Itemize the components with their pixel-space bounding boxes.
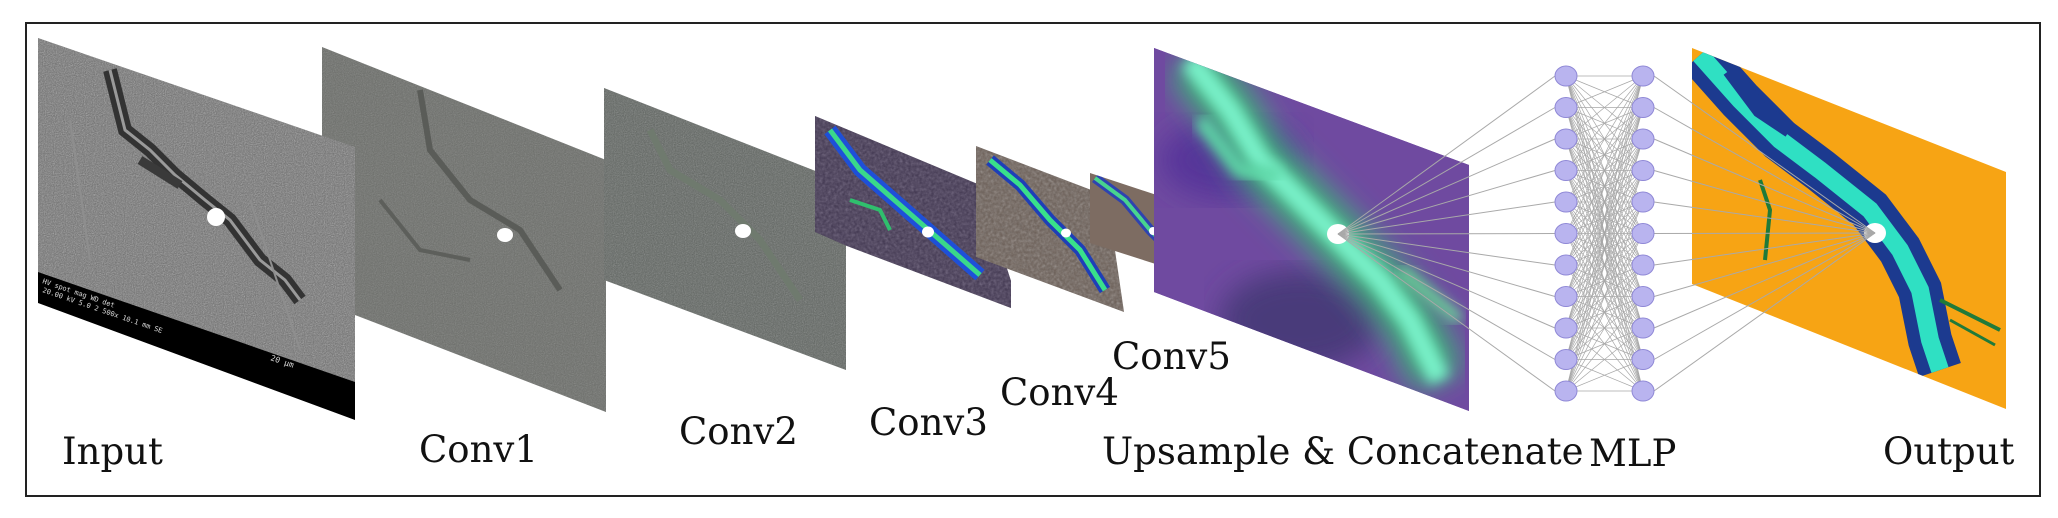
mlp-edge [1565,201,1644,392]
upsample-connection-line [1337,201,1556,235]
label-conv3: Conv3 [869,401,988,444]
output-connection-line [1653,232,1876,392]
output-connection-line [1653,201,1876,234]
label-conv5: Conv5 [1112,335,1231,378]
mlp-node-layer1 [1554,349,1578,370]
output-connection-line [1653,232,1876,266]
conv2-feature-map [604,88,846,370]
label-input: Input [62,430,163,473]
output-connection-line [1653,107,1876,234]
upsample-connection-line [1337,233,1556,266]
mlp-node-layer1 [1554,160,1578,181]
label-upsample: Upsample & Concatenate [1102,430,1584,473]
mlp-edge [1565,359,1644,392]
mlp-edge [1565,75,1644,234]
mlp-edges [1565,75,1644,392]
upsample-connection-line [1337,170,1556,235]
input-query-point [207,208,225,226]
mlp-node-layer1 [1554,223,1578,244]
input-image: HV spot mag WD det 20.00 kV 5.0 2 500x 1… [38,38,355,420]
upsample-connection-line [1337,138,1556,235]
upsample-connection-line [1337,233,1556,392]
label-conv4: Conv4 [1000,371,1119,414]
mlp-edge [1565,138,1644,392]
mlp-node-layer2 [1631,254,1655,276]
output-connection-line [1653,232,1876,297]
mlp-node-layer1 [1554,65,1578,87]
mlp-node-layer2 [1631,286,1655,307]
mlp-node-layer2 [1631,191,1655,213]
mlp-edge [1565,264,1644,392]
mlp-edge [1565,327,1644,392]
mlp-node-layer1 [1554,128,1578,150]
output-connection-line [1653,170,1876,234]
mlp-edge [1565,296,1644,392]
mlp-node-layer2 [1631,380,1655,402]
mlp-edge [1565,75,1644,266]
mlp-node-layer2 [1631,349,1655,370]
conv2-query-point [735,224,751,238]
mlp-node-layer2 [1631,317,1655,339]
mlp-node-layer1 [1554,97,1578,118]
mlp-node-layer2 [1631,223,1655,244]
output-connection-line [1653,232,1876,329]
label-output: Output [1883,430,2015,473]
upsample-connection-line [1337,233,1556,235]
mlp-node-layer1 [1554,317,1578,339]
mlp-edge [1565,75,1644,297]
upsample-connection-line [1337,233,1556,329]
upsample-connection-line [1337,107,1556,235]
mlp-node-layer1 [1554,380,1578,402]
mlp-node-layer2 [1631,65,1655,87]
mlp-node-layer1 [1554,191,1578,213]
output-connection-line [1653,232,1876,360]
mlp-edge [1565,75,1644,203]
conv1-feature-map [322,47,606,412]
conv4-query-point [1061,228,1071,238]
upsample-connection-line [1337,233,1556,360]
mlp-node-layer1 [1554,286,1578,307]
mlp-network [1554,65,1655,402]
label-mlp: MLP [1589,432,1676,475]
label-conv2: Conv2 [679,410,798,453]
output-connection-line [1653,75,1876,234]
mlp-edge [1565,233,1644,392]
mlp-edge [1565,170,1644,392]
label-conv1: Conv1 [419,428,538,471]
upsample-to-mlp-connections [1337,75,1556,392]
output-connection-line [1653,138,1876,234]
mlp-edge [1565,75,1644,360]
figure-frame [25,22,2041,497]
mlp-edge [1565,75,1644,329]
output-segmentation [1692,48,2006,409]
mlp-to-output-connections [1653,75,1876,392]
mlp-edge [1565,75,1644,140]
mlp-node-layer1 [1554,254,1578,276]
mlp-node-layer2 [1631,97,1655,118]
mlp-node-layer2 [1631,128,1655,150]
conv1-query-point [497,228,513,242]
mlp-node-layer2 [1631,160,1655,181]
mlp-edge [1565,107,1644,392]
conv3-query-point [922,226,934,238]
upsample-connection-line [1337,233,1556,297]
mlp-edge [1565,75,1644,108]
output-connection-line [1653,232,1876,234]
upsample-connection-line [1337,75,1556,235]
mlp-edge [1565,75,1644,171]
mlp-edge [1565,75,1644,392]
